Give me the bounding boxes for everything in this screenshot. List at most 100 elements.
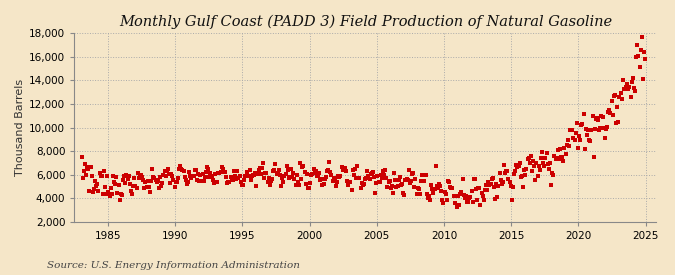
Point [350,167,360,171]
Point [416,179,427,183]
Point [404,168,414,172]
Point [196,179,207,183]
Point [401,177,412,182]
Point [574,133,585,138]
Point [370,191,381,195]
Point [522,157,533,161]
Point [78,168,89,173]
Point [315,178,325,183]
Point [558,159,569,163]
Point [167,174,178,178]
Point [331,184,342,188]
Point [222,181,233,185]
Point [277,175,288,180]
Point [566,128,576,132]
Point [88,187,99,192]
Point [516,174,527,178]
Point [243,174,254,178]
Point [463,200,474,204]
Point [284,176,294,180]
Point [570,131,581,135]
Point [348,172,359,177]
Point [484,183,495,187]
Point [535,168,545,173]
Point [120,180,131,185]
Point [446,186,457,190]
Point [435,183,446,188]
Point [411,192,422,196]
Point [338,168,349,172]
Point [545,183,556,187]
Point [591,117,601,121]
Point [256,166,267,170]
Point [384,179,395,183]
Point [594,128,605,132]
Point [122,177,133,181]
Point [472,185,483,190]
Point [273,168,284,173]
Point [454,203,464,207]
Point [595,126,605,131]
Point [486,177,497,182]
Point [568,135,579,140]
Point [589,127,600,131]
Point [260,170,271,175]
Point [557,155,568,159]
Point [620,86,630,91]
Point [525,154,536,158]
Point [387,191,398,195]
Point [205,170,216,175]
Point [519,168,530,172]
Point [624,85,635,89]
Point [470,187,481,192]
Point [279,174,290,178]
Point [271,172,282,176]
Point [234,174,245,178]
Point [158,172,169,177]
Point [319,177,330,181]
Point [354,176,365,181]
Point [499,163,510,168]
Point [472,198,483,203]
Point [431,184,442,189]
Point [423,194,434,198]
Point [377,169,388,174]
Point [610,93,620,97]
Point [296,177,306,182]
Point [433,186,443,191]
Point [392,184,403,188]
Point [223,180,234,185]
Point [83,167,94,171]
Point [586,127,597,132]
Point [190,168,201,172]
Point [556,155,566,159]
Point [581,133,592,137]
Point [412,186,423,190]
Point [599,136,610,140]
Point [569,138,580,143]
Point [438,200,449,205]
Point [604,108,615,112]
Point [200,170,211,175]
Point [501,169,512,173]
Point [321,175,331,179]
Point [494,171,505,175]
Point [225,175,236,180]
Point [485,182,496,186]
Point [492,195,503,199]
Point [562,142,572,147]
Point [265,179,276,184]
Point [477,194,488,198]
Point [584,138,595,142]
Point [460,196,470,200]
Point [317,183,328,187]
Point [559,145,570,150]
Point [316,177,327,181]
Point [572,121,583,125]
Point [469,177,480,182]
Point [493,183,504,188]
Point [114,197,125,202]
Point [380,168,391,172]
Point [407,172,418,177]
Point [202,166,213,171]
